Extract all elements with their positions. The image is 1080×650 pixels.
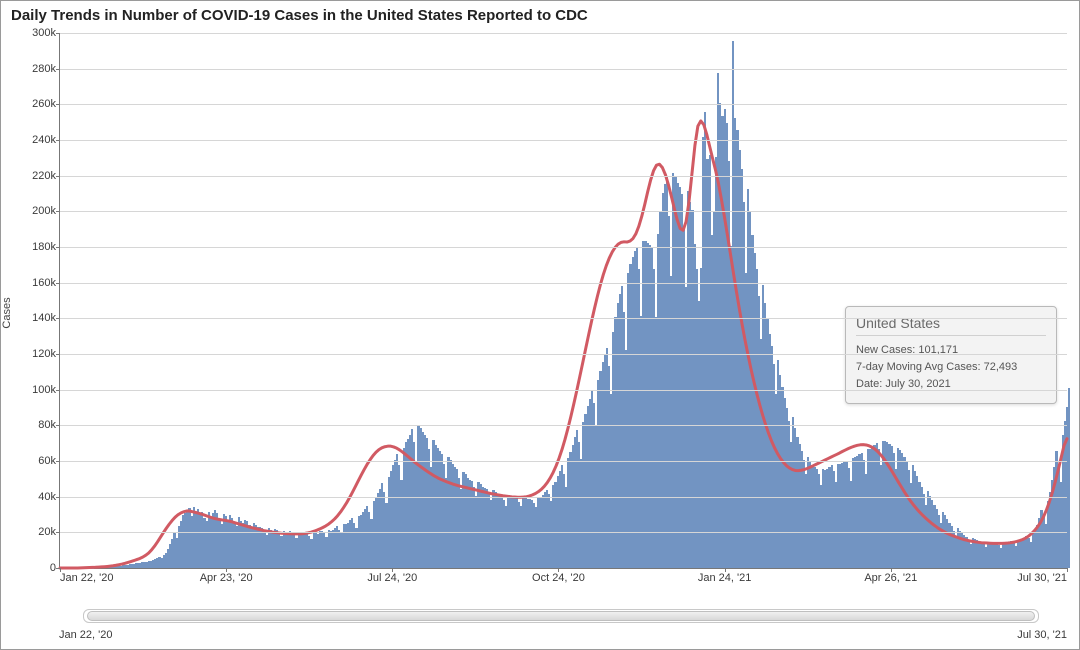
gridline bbox=[60, 461, 1067, 462]
bar[interactable] bbox=[1068, 388, 1070, 568]
gridline bbox=[60, 318, 1067, 319]
ytick-label: 100k bbox=[32, 384, 60, 396]
gridline bbox=[60, 390, 1067, 391]
bar-series bbox=[60, 33, 1067, 568]
ytick-label: 300k bbox=[32, 27, 60, 39]
ytick-label: 160k bbox=[32, 277, 60, 289]
xtick-label: Apr 26, '21 bbox=[864, 568, 917, 584]
ytick-label: 220k bbox=[32, 170, 60, 182]
ytick-label: 260k bbox=[32, 98, 60, 110]
range-end-label: Jul 30, '21 bbox=[1017, 629, 1067, 641]
ytick-label: 60k bbox=[38, 455, 60, 467]
ytick-label: 80k bbox=[38, 419, 60, 431]
chart-title: Daily Trends in Number of COVID-19 Cases… bbox=[1, 1, 1079, 26]
xtick-label: Apr 23, '20 bbox=[200, 568, 253, 584]
ytick-label: 40k bbox=[38, 491, 60, 503]
ytick-label: 240k bbox=[32, 134, 60, 146]
ytick-label: 0 bbox=[50, 562, 60, 574]
gridline bbox=[60, 211, 1067, 212]
xtick-label: Jan 24, '21 bbox=[698, 568, 751, 584]
ytick-label: 280k bbox=[32, 63, 60, 75]
tooltip-row: 7-day Moving Avg Cases: 72,493 bbox=[856, 359, 1046, 376]
gridline bbox=[60, 283, 1067, 284]
range-start-label: Jan 22, '20 bbox=[59, 629, 112, 641]
gridline bbox=[60, 497, 1067, 498]
xtick-label: Oct 24, '20 bbox=[532, 568, 585, 584]
ytick-label: 120k bbox=[32, 348, 60, 360]
gridline bbox=[60, 69, 1067, 70]
chart-frame: Daily Trends in Number of COVID-19 Cases… bbox=[0, 0, 1080, 650]
range-slider-thumb[interactable] bbox=[87, 611, 1035, 621]
xtick-mark bbox=[1067, 568, 1068, 572]
chart-area: Cases United States New Cases: 101,1717-… bbox=[11, 29, 1067, 597]
gridline bbox=[60, 425, 1067, 426]
gridline bbox=[60, 354, 1067, 355]
ytick-label: 140k bbox=[32, 312, 60, 324]
xtick-label: Jul 30, '21 bbox=[1017, 568, 1067, 584]
gridline bbox=[60, 104, 1067, 105]
ytick-label: 200k bbox=[32, 205, 60, 217]
xtick-label: Jan 22, '20 bbox=[60, 568, 113, 584]
y-axis-label: Cases bbox=[1, 297, 13, 328]
gridline bbox=[60, 247, 1067, 248]
gridline bbox=[60, 532, 1067, 533]
ytick-label: 180k bbox=[32, 241, 60, 253]
xtick-label: Jul 24, '20 bbox=[367, 568, 417, 584]
gridline bbox=[60, 176, 1067, 177]
gridline bbox=[60, 140, 1067, 141]
gridline bbox=[60, 33, 1067, 34]
range-slider[interactable] bbox=[83, 609, 1039, 623]
ytick-label: 20k bbox=[38, 526, 60, 538]
plot-area[interactable]: United States New Cases: 101,1717-day Mo… bbox=[59, 33, 1067, 569]
tooltip-row: New Cases: 101,171 bbox=[856, 342, 1046, 359]
